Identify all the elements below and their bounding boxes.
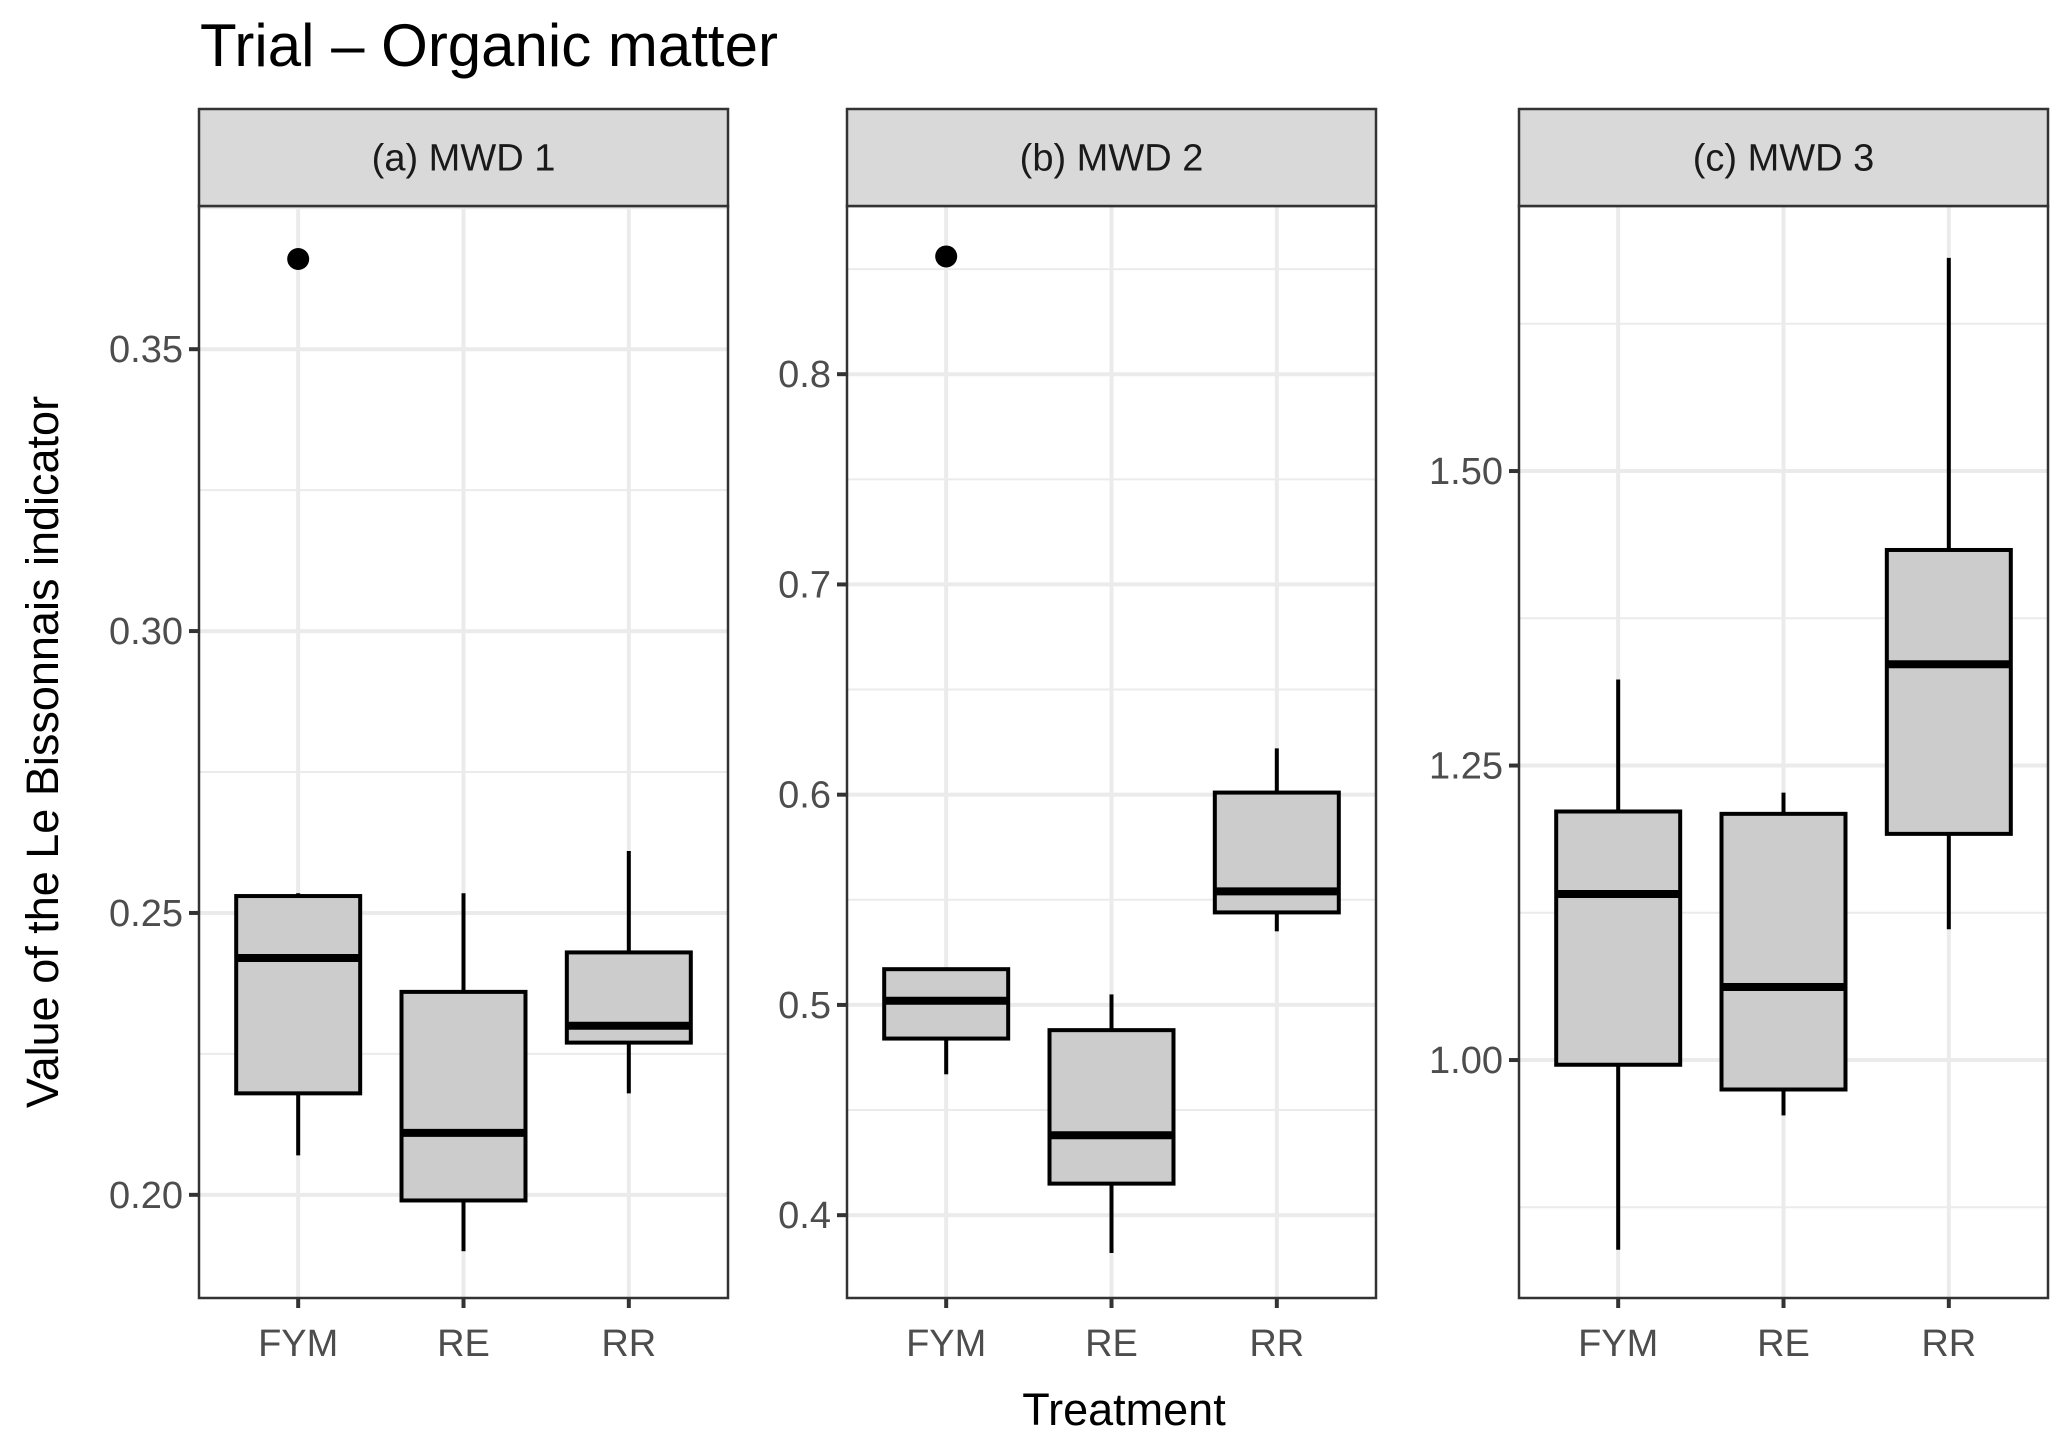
x-tick-label: RE	[1085, 1323, 1138, 1365]
box-iqr	[234, 894, 363, 1096]
panel-2: (b) MWD 2 0.4 0.5 0.6 0.7 0.8 FYM RE RR	[778, 107, 1378, 1365]
box-re	[399, 893, 528, 1252]
outlier-point	[935, 245, 958, 268]
panel-1: (a) MWD 1 0.20 0.25 0.30 0.35 FYM RE RR	[109, 107, 730, 1365]
facet-strip	[197, 107, 730, 208]
facet-strip	[1517, 107, 2050, 208]
x-tick-label: RR	[601, 1323, 656, 1365]
box-fym	[234, 247, 363, 1156]
box-rr	[564, 850, 693, 1094]
y-tick-label: 0.6	[778, 775, 831, 817]
facet-strip-label: (a) MWD 1	[372, 138, 556, 180]
x-tick-label: FYM	[906, 1323, 986, 1365]
box-re	[1047, 994, 1176, 1254]
y-tick-label: 1.50	[1429, 451, 1503, 493]
y-tick-label: 0.5	[778, 985, 831, 1027]
y-tick-label: 0.25	[109, 893, 183, 935]
box-iqr	[1047, 1028, 1176, 1186]
box-iqr	[399, 989, 528, 1203]
facet-strip	[845, 107, 1378, 208]
y-tick-label: 0.7	[778, 564, 831, 606]
y-tick-label: 0.20	[109, 1175, 183, 1217]
x-tick-label: RR	[1921, 1323, 1976, 1365]
facet-strip-label: (c) MWD 3	[1693, 138, 1875, 180]
y-tick-label: 0.8	[778, 354, 831, 396]
box-rr	[1884, 257, 2013, 930]
y-tick-label: 1.00	[1429, 1040, 1503, 1082]
x-axis-title: Treatment	[1022, 1384, 1226, 1435]
box-iqr	[1719, 811, 1848, 1092]
x-tick-label: FYM	[1578, 1323, 1658, 1365]
box-fym	[882, 245, 1011, 1075]
y-tick-label: 0.4	[778, 1195, 831, 1237]
chart-title: Trial – Organic matter	[200, 12, 778, 79]
x-tick-label: RE	[437, 1323, 490, 1365]
x-tick-label: RR	[1249, 1323, 1304, 1365]
y-tick-label: 0.30	[109, 611, 183, 653]
y-tick-label: 1.25	[1429, 746, 1503, 788]
box-iqr	[1554, 809, 1683, 1067]
box-re	[1719, 792, 1848, 1116]
box-iqr	[1884, 547, 2013, 836]
y-axis-title: Value of the Le Bissonnais indicator	[17, 396, 68, 1108]
box-rr	[1212, 748, 1341, 932]
box-fym	[1554, 679, 1683, 1250]
y-tick-label: 0.35	[109, 329, 183, 371]
outlier-point	[287, 247, 310, 270]
x-tick-label: RE	[1757, 1323, 1810, 1365]
panel-3: (c) MWD 3 1.00 1.25 1.50 FYM RE RR	[1429, 107, 2050, 1365]
x-tick-label: FYM	[258, 1323, 338, 1365]
facet-strip-label: (b) MWD 2	[1020, 138, 1204, 180]
